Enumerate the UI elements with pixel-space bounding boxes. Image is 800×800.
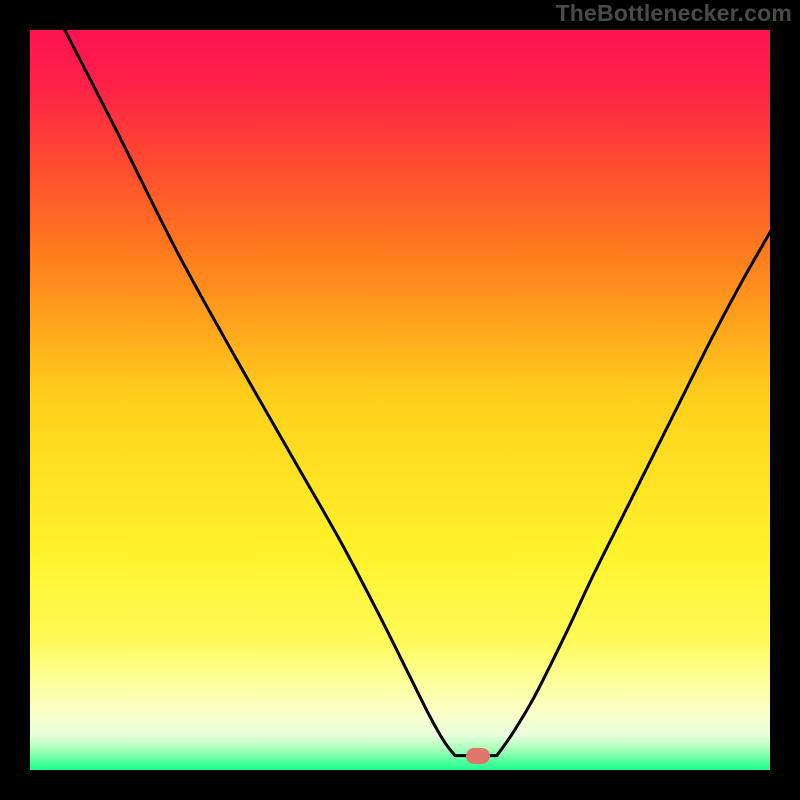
watermark-text: TheBottlenecker.com xyxy=(556,0,792,27)
chart-frame: TheBottlenecker.com xyxy=(0,0,800,800)
plot-area xyxy=(28,28,772,772)
